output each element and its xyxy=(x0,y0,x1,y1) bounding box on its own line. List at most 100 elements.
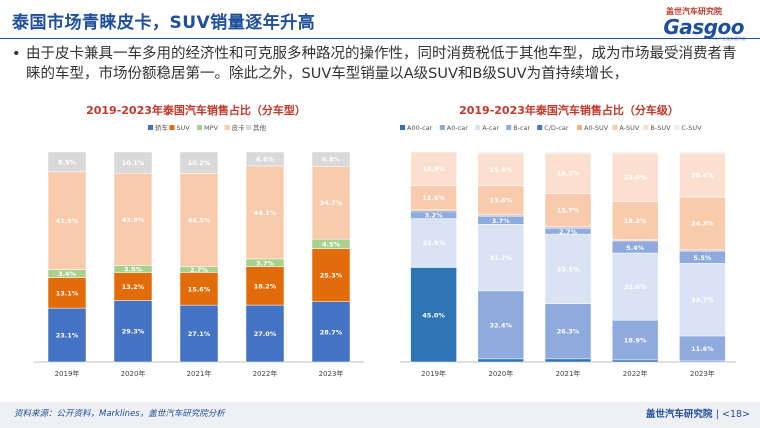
data-label: 24.3% xyxy=(691,220,714,228)
bar-segment xyxy=(245,304,285,363)
data-label: 44.1% xyxy=(254,209,277,217)
bullet-paragraph: • 由于皮卡兼具一车多用的经济性和可克服多种路况的操作性，同时消费税低于其他车型… xyxy=(12,44,738,84)
bar-segment xyxy=(179,151,219,174)
legend-label: C/D-car xyxy=(544,124,569,132)
bar-segment xyxy=(477,358,525,363)
data-label: 44.5% xyxy=(188,217,211,225)
data-label: 20.4% xyxy=(691,172,714,180)
legend-swatch xyxy=(577,125,582,130)
chart-by-type-svg: 2019-2023年泰国汽车销售占比（分车型） 轿车 SUV MPV 皮卡 其他 23.1%… xyxy=(20,100,372,390)
data-label: 15.6% xyxy=(490,166,513,174)
bar-segment xyxy=(611,151,659,154)
legend-swatch xyxy=(148,125,153,130)
bar-segment xyxy=(47,151,87,173)
bar-segment xyxy=(544,303,592,360)
bar-segment xyxy=(477,290,525,360)
data-label: 19.2% xyxy=(557,170,580,178)
legend-swatch xyxy=(612,125,618,130)
x-tick-label: 2020年 xyxy=(121,369,146,378)
data-label: 28.7% xyxy=(320,328,343,336)
bar-segment xyxy=(544,152,592,194)
logo-tag: 汽车产业服务提供者 xyxy=(710,36,746,42)
data-label: 10.2% xyxy=(188,159,211,167)
bar-segment xyxy=(245,266,285,306)
header-rule xyxy=(0,38,760,39)
data-label: 13.6% xyxy=(490,197,513,205)
bar-segment xyxy=(544,193,592,227)
logo-en: Gasgoo xyxy=(663,15,744,39)
data-label: 11.6% xyxy=(422,194,445,202)
legend-label: 其他 xyxy=(253,123,267,132)
legend-swatch xyxy=(674,125,680,130)
data-label: 33.1% xyxy=(557,265,580,273)
data-label: 31.7% xyxy=(490,254,513,262)
legend-item: A-car xyxy=(475,124,499,132)
data-label: 6.8% xyxy=(322,156,341,164)
data-label: 23.0% xyxy=(624,174,647,182)
bar-segment xyxy=(47,307,87,363)
legend-label: A-car xyxy=(482,124,499,132)
bar-segment xyxy=(410,267,457,363)
data-label: 2.7% xyxy=(559,228,578,236)
bar-segment xyxy=(47,171,87,270)
bar-segment xyxy=(47,277,87,309)
chart-title: 2019-2023年泰国汽车销售占比（分车型） xyxy=(86,103,306,117)
legend-label: 皮卡 xyxy=(232,123,246,132)
x-tick-label: 2022年 xyxy=(623,369,648,378)
footer-source: 资料来源：公开资料，Marklines，盖世汽车研究院分析 xyxy=(14,409,225,419)
data-label: 13.2% xyxy=(122,283,145,291)
data-label: 5.4% xyxy=(626,244,645,252)
legend-label: 轿车 xyxy=(155,123,169,132)
bar-segment xyxy=(245,165,285,260)
x-tick-label: 2023年 xyxy=(690,369,715,378)
data-label: 6.6% xyxy=(256,155,275,163)
data-label: 15.9% xyxy=(422,165,445,173)
data-label: 33.7% xyxy=(691,296,714,304)
footer-brand: 盖世汽车研究院 | <18> xyxy=(645,409,750,420)
legend-label: SUV xyxy=(176,124,190,132)
data-label: 15.7% xyxy=(557,206,580,214)
data-label: 43.9% xyxy=(122,216,145,224)
bar-segment xyxy=(679,196,726,250)
data-label: 5.5% xyxy=(693,254,712,262)
legend-item: 轿车 xyxy=(148,123,169,132)
bar-segment xyxy=(477,151,525,154)
legend-item: C-SUV xyxy=(674,124,702,132)
legend-item: 其他 xyxy=(246,123,267,132)
bullet-text: 由于皮卡兼具一车多用的经济性和可克服多种路况的操作性，同时消费税低于其他车型，成… xyxy=(26,46,737,82)
page-number: <18> xyxy=(721,409,750,420)
legend-item: A0-SUV xyxy=(577,124,609,132)
bar-segment xyxy=(410,218,457,267)
bar-segment xyxy=(113,172,153,266)
bar-segment xyxy=(611,359,659,363)
bar-segment xyxy=(311,166,351,240)
data-label: 34.7% xyxy=(320,199,343,207)
gasgoo-logo: 盖世汽车研究院 Gasgoo 汽车产业服务提供者 xyxy=(628,6,746,42)
data-label: 11.6% xyxy=(691,345,714,353)
chart-title: 2019-2023年泰国汽车销售占比（分车级） xyxy=(459,103,679,117)
legend-item: A-SUV xyxy=(612,124,640,132)
legend-swatch xyxy=(224,125,230,130)
data-label: 18.2% xyxy=(254,282,277,290)
bar-segment xyxy=(311,151,351,167)
bar-segment xyxy=(311,248,351,302)
legend-item: B-car xyxy=(506,124,531,132)
data-label: 32.4% xyxy=(490,321,513,329)
bar-segment xyxy=(679,263,726,337)
legend-item: C/D-car xyxy=(537,124,569,132)
data-label: 29.3% xyxy=(122,328,145,336)
legend-swatch xyxy=(246,125,251,130)
bar-segment xyxy=(410,151,457,186)
chart-by-class: 2019-2023年泰国汽车销售占比（分车级） A00-car A0-car A-ca… xyxy=(394,100,744,390)
data-label: 4.5% xyxy=(322,240,341,248)
data-label: 27.1% xyxy=(188,330,211,338)
legend-item: A00-car xyxy=(400,124,433,132)
bar-segment xyxy=(410,185,457,210)
bar-segment xyxy=(544,358,592,363)
legend-label: A-SUV xyxy=(619,124,640,132)
legend-swatch xyxy=(475,125,481,130)
bar-segment xyxy=(311,301,351,363)
legend-swatch xyxy=(439,125,445,130)
data-label: 3.2% xyxy=(425,212,444,220)
data-label: 10.1% xyxy=(122,159,145,167)
